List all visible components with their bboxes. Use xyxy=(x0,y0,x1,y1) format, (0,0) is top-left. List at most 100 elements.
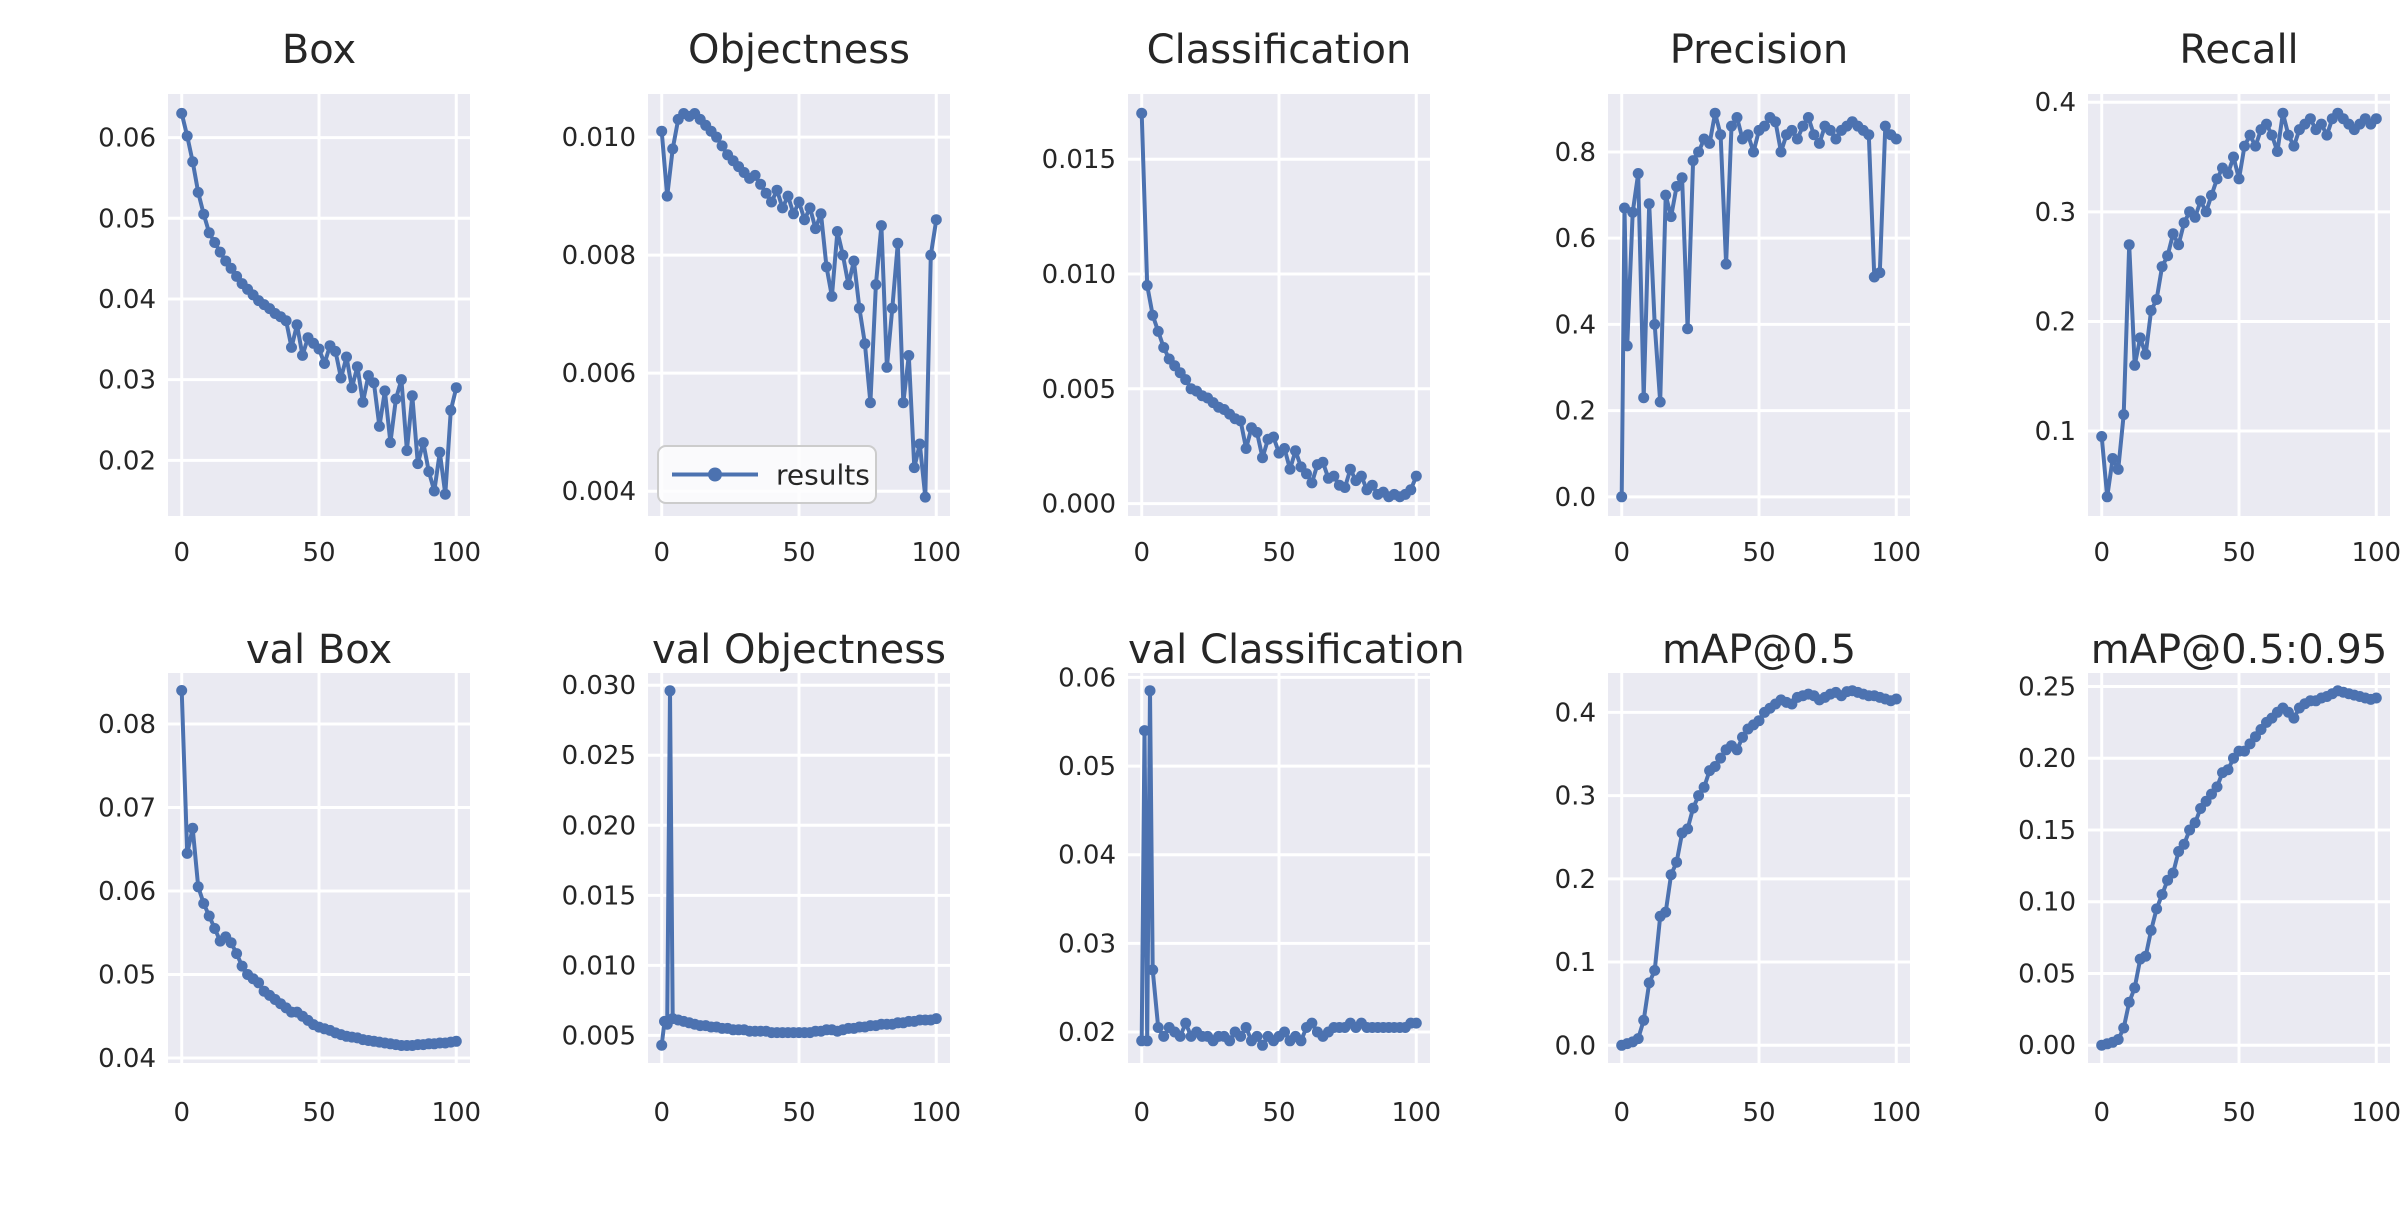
data-point-marker xyxy=(1748,146,1759,158)
data-point-marker xyxy=(1698,781,1710,793)
y-tick-label: 0.2 xyxy=(2035,307,2076,337)
data-point-marker xyxy=(1731,112,1743,123)
x-tick-label: 50 xyxy=(1742,538,1775,568)
data-point-marker xyxy=(1152,325,1164,337)
data-point-marker xyxy=(2101,491,2113,503)
data-point-marker xyxy=(390,393,402,405)
data-point-marker xyxy=(1704,137,1716,149)
data-point-marker xyxy=(2370,113,2382,125)
x-tick-label: 0 xyxy=(2093,1098,2110,1128)
data-point-marker xyxy=(2228,151,2239,163)
data-point-marker xyxy=(837,249,849,261)
data-point-marker xyxy=(384,437,396,449)
y-tick-label: 0.07 xyxy=(98,793,156,823)
data-point-marker xyxy=(1410,470,1422,482)
y-tick-label: 0.06 xyxy=(98,124,156,154)
data-point-marker xyxy=(209,237,221,248)
plot-canvas-map-0-5: 0.0 0.1 0.2 0.3 0.4 0 50 100 xyxy=(1555,673,1921,1128)
data-point-marker xyxy=(2112,463,2124,475)
data-point-marker xyxy=(395,374,407,386)
data-point-marker xyxy=(373,420,385,432)
x-tick-label: 50 xyxy=(782,1098,815,1128)
data-point-marker xyxy=(428,485,440,497)
data-point-marker xyxy=(2162,250,2174,262)
y-tick-label: 0.1 xyxy=(2035,417,2076,447)
data-point-marker xyxy=(875,220,887,232)
data-point-marker xyxy=(1731,744,1743,756)
data-point-marker xyxy=(1306,477,1318,489)
data-point-marker xyxy=(1753,715,1765,727)
plot-title-map-0-5: mAP@0.5 xyxy=(1661,627,1857,673)
data-point-marker xyxy=(870,279,882,291)
data-point-marker xyxy=(319,358,330,369)
x-tick-label: 0 xyxy=(1133,1098,1150,1128)
data-point-marker xyxy=(2250,140,2261,152)
data-point-marker xyxy=(831,226,843,237)
plot-canvas-val-objectness: 0.005 0.010 0.015 0.020 0.025 0.030 0 50 100 xyxy=(562,671,962,1128)
data-point-marker xyxy=(1638,392,1650,404)
y-tick-label: 0.1 xyxy=(1555,948,1596,978)
y-tick-label: 0.03 xyxy=(98,366,156,396)
data-point-marker xyxy=(2140,348,2152,360)
data-point-marker xyxy=(799,214,810,226)
y-tick-label: 0.004 xyxy=(562,477,636,507)
y-tick-label: 0.04 xyxy=(1058,841,1116,871)
data-point-marker xyxy=(2189,211,2201,223)
x-tick-label: 0 xyxy=(1133,538,1150,568)
data-point-marker xyxy=(1158,342,1170,353)
data-point-marker xyxy=(1808,129,1820,141)
x-tick-label: 50 xyxy=(782,538,815,568)
data-point-marker xyxy=(2112,1034,2124,1045)
data-point-marker xyxy=(2118,409,2130,421)
x-tick-label: 0 xyxy=(1613,1098,1630,1128)
data-point-marker xyxy=(423,466,435,478)
data-point-marker xyxy=(198,898,210,909)
data-point-marker xyxy=(203,227,215,239)
subplot-classification: Classification 0.000 0.005 0.010 0.015 0 50 10… xyxy=(1000,16,1480,616)
y-tick-label: 0.10 xyxy=(2018,888,2076,918)
data-point-marker xyxy=(1317,456,1329,468)
data-point-marker xyxy=(766,196,777,208)
data-point-marker xyxy=(1759,120,1770,132)
y-tick-label: 0.006 xyxy=(562,359,636,389)
subplot-val-objectness: val Objectness 0.005 0.010 0.015 0.020 0.025… xyxy=(520,616,1000,1216)
data-point-marker xyxy=(864,397,876,409)
data-point-marker xyxy=(1709,107,1721,119)
data-point-marker xyxy=(1775,146,1787,158)
data-point-marker xyxy=(1643,198,1655,210)
data-point-marker xyxy=(1616,491,1628,503)
data-point-marker xyxy=(821,261,832,273)
y-tick-label: 0.08 xyxy=(98,710,156,740)
data-point-marker xyxy=(1649,318,1661,330)
y-tick-label: 0.20 xyxy=(2018,744,2076,774)
data-point-marker xyxy=(1715,752,1727,764)
plot-canvas-box: 0.02 0.03 0.04 0.05 0.06 0 50 100 xyxy=(98,94,481,568)
data-point-marker xyxy=(2134,332,2146,344)
data-point-marker xyxy=(1715,129,1727,141)
y-tick-label: 0.0 xyxy=(1555,1031,1596,1061)
x-tick-label: 50 xyxy=(2222,1098,2255,1128)
data-point-marker xyxy=(1251,1030,1263,1042)
data-point-marker xyxy=(2266,129,2278,141)
data-point-marker xyxy=(379,385,391,397)
y-tick-label: 0.005 xyxy=(562,1021,636,1051)
data-point-marker xyxy=(1279,443,1290,454)
data-point-marker xyxy=(2211,781,2223,793)
data-point-marker xyxy=(925,249,937,261)
y-tick-label: 0.00 xyxy=(2018,1031,2076,1061)
data-point-marker xyxy=(853,302,865,314)
data-point-marker xyxy=(1687,802,1699,814)
data-point-marker xyxy=(2321,129,2333,141)
data-point-marker xyxy=(664,685,676,697)
data-point-marker xyxy=(1737,731,1748,743)
data-point-marker xyxy=(2271,146,2283,157)
data-point-marker xyxy=(291,319,303,331)
data-point-marker xyxy=(1279,1026,1290,1038)
plot-canvas-objectness: 0.004 0.006 0.008 0.010 0 50 100 results xyxy=(562,94,961,568)
legend-marker-sample xyxy=(708,467,722,482)
data-point-marker xyxy=(231,948,243,960)
data-point-marker xyxy=(1284,463,1296,475)
data-point-marker xyxy=(450,1035,462,1047)
data-point-marker xyxy=(842,279,854,291)
y-tick-label: 0.05 xyxy=(1058,752,1116,782)
